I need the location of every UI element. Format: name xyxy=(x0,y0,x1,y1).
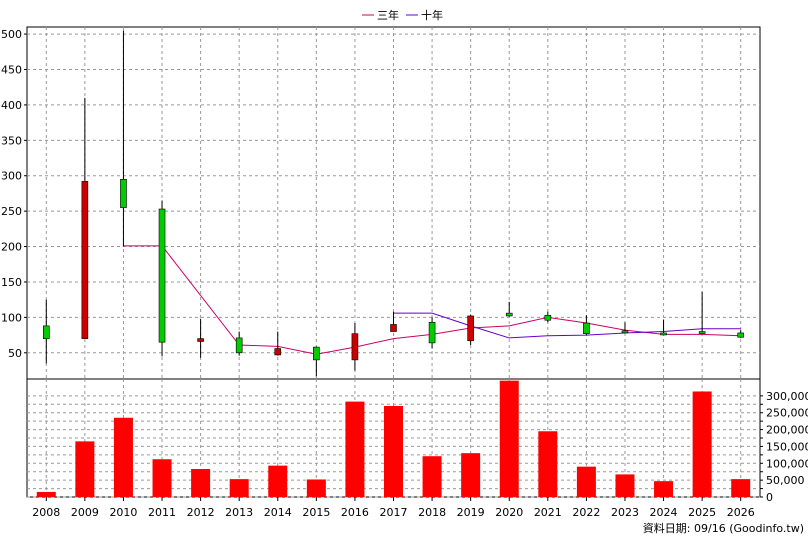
x-tick-label: 2019 xyxy=(457,506,485,519)
volume-bar xyxy=(654,481,674,497)
candle-body xyxy=(351,333,359,361)
price-y-tick-label: 500 xyxy=(1,28,22,41)
volume-bar xyxy=(152,459,172,497)
source-footer: 資料日期: 09/16 (Goodinfo.tw) xyxy=(643,521,804,535)
volume-bar xyxy=(461,453,481,497)
x-tick-label: 2016 xyxy=(341,506,369,519)
volume-bars xyxy=(36,380,751,497)
price-y-tick-label: 50 xyxy=(8,347,22,360)
price-y-tick-label: 450 xyxy=(1,63,22,76)
volume-y-tick-label: 100,000 xyxy=(766,457,808,470)
candle-body xyxy=(390,324,397,332)
volume-bar xyxy=(345,401,365,497)
candle-body xyxy=(120,178,127,208)
price-y-tick-label: 350 xyxy=(1,134,22,147)
candle-body xyxy=(313,346,320,361)
volume-bar xyxy=(499,380,519,497)
x-tick-label: 2011 xyxy=(148,506,176,519)
x-tick-label: 2014 xyxy=(264,506,292,519)
x-tick-label: 2024 xyxy=(650,506,678,519)
volume-bar xyxy=(36,491,56,497)
volume-bar xyxy=(731,479,751,497)
volume-bar xyxy=(576,466,596,497)
candle-body xyxy=(81,181,89,339)
x-tick-label: 2013 xyxy=(225,506,253,519)
volume-y-tick-label: 150,000 xyxy=(766,440,808,453)
volume-y-tick-label: 300,000 xyxy=(766,390,808,403)
price-y-tick-label: 150 xyxy=(1,276,22,289)
volume-bar xyxy=(306,479,326,497)
volume-y-tick-label: 0 xyxy=(766,491,773,504)
volume-bar xyxy=(75,441,95,497)
x-tick-label: 2017 xyxy=(380,506,408,519)
candle-body xyxy=(428,322,436,344)
x-tick-label: 2012 xyxy=(187,506,215,519)
volume-bar xyxy=(538,431,558,497)
volume-bar xyxy=(229,479,249,497)
volume-bar xyxy=(113,417,133,497)
legend: 三年 十年 xyxy=(362,8,443,22)
x-tick-label: 2009 xyxy=(71,506,99,519)
x-tick-label: 2021 xyxy=(534,506,562,519)
x-tick-label: 2020 xyxy=(495,506,523,519)
x-tick-label: 2018 xyxy=(418,506,446,519)
candle-body xyxy=(197,338,204,342)
price-y-tick-label: 100 xyxy=(1,311,22,324)
x-tick-label: 2025 xyxy=(688,506,716,519)
candle-body xyxy=(467,315,474,342)
x-tick-label: 2023 xyxy=(611,506,639,519)
candle-body xyxy=(42,325,50,339)
volume-y-axis: 0 50,000 100,000 150,000 200,000 250,000 300,0… xyxy=(760,390,808,504)
x-axis: 2008 2009 2010 2011 2012 2013 2014 2015 2016 2017… xyxy=(32,497,755,519)
volume-y-tick-label: 250,000 xyxy=(766,407,808,420)
price-y-tick-label: 250 xyxy=(1,205,22,218)
candle-body xyxy=(737,332,745,338)
x-tick-label: 2010 xyxy=(109,506,137,519)
candle-body xyxy=(505,312,513,317)
volume-bar xyxy=(615,474,635,497)
price-y-tick-label: 300 xyxy=(1,170,22,183)
legend-ma10-label: 十年 xyxy=(421,8,443,22)
candle-body xyxy=(660,332,667,336)
candle-body xyxy=(698,331,706,334)
volume-bar xyxy=(191,469,211,497)
volume-bar xyxy=(268,465,288,497)
candle-body xyxy=(235,337,243,354)
price-y-tick-label: 400 xyxy=(1,99,22,112)
ma10-line xyxy=(393,312,741,339)
candle-body xyxy=(621,330,629,334)
price-y-tick-label: 200 xyxy=(1,241,22,254)
x-tick-label: 2015 xyxy=(302,506,330,519)
x-tick-label: 2026 xyxy=(727,506,755,519)
x-tick-label: 2022 xyxy=(572,506,600,519)
volume-bar xyxy=(422,456,442,497)
candlesticks xyxy=(42,30,745,377)
moving-average-lines xyxy=(123,245,741,355)
volume-panel: 0 50,000 100,000 150,000 200,000 250,000 300,0… xyxy=(26,378,808,504)
volume-bar xyxy=(692,391,712,497)
price-y-axis: 50 100 150 200 250 300 350 400 450 500 xyxy=(1,28,27,360)
candle-body xyxy=(274,348,282,356)
x-tick-label: 2008 xyxy=(32,506,60,519)
candle-body xyxy=(583,322,590,334)
volume-bar xyxy=(384,405,403,497)
volume-y-tick-label: 50,000 xyxy=(766,474,805,487)
candle-body xyxy=(158,208,166,343)
volume-y-tick-label: 200,000 xyxy=(766,424,808,437)
price-panel: 50 100 150 200 250 300 350 400 450 500 xyxy=(1,26,761,380)
candle-body xyxy=(544,314,552,321)
legend-ma3-label: 三年 xyxy=(377,8,399,22)
